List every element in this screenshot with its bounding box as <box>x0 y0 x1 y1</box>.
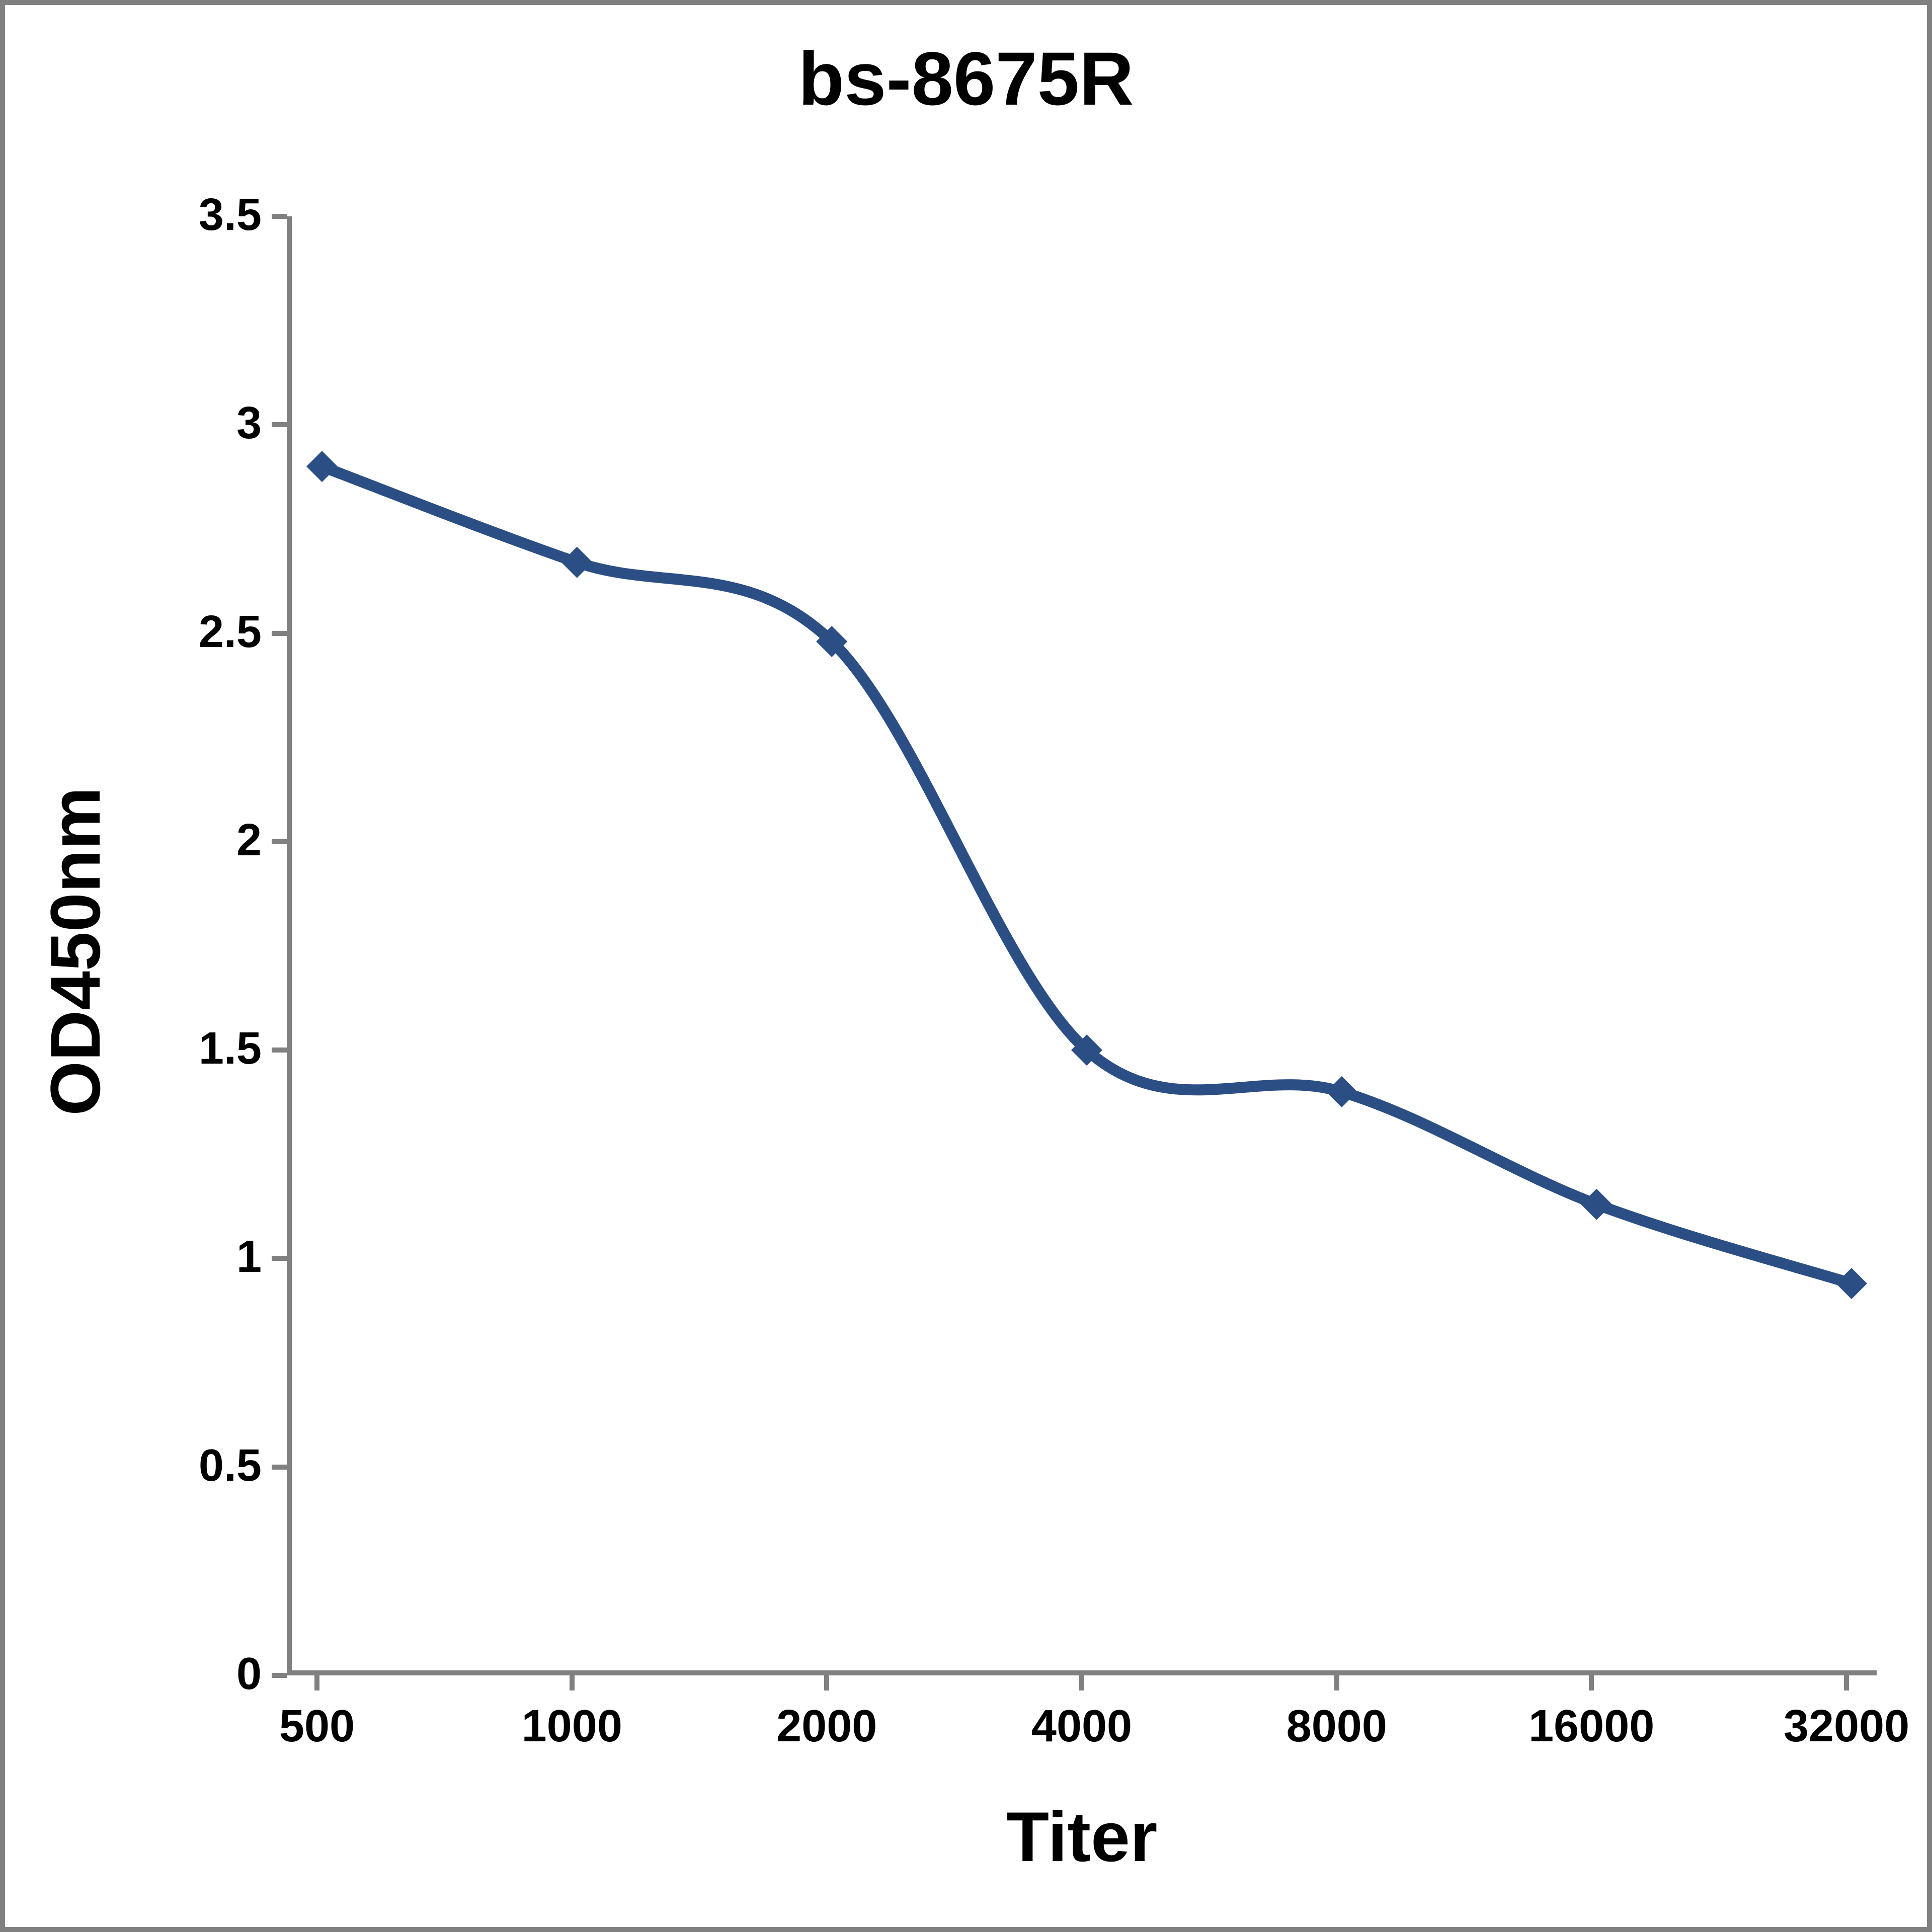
y-tick-label: 0.5 <box>151 1440 262 1492</box>
x-tick-mark <box>824 1675 829 1691</box>
y-tick-label: 2 <box>151 815 262 866</box>
chart-frame: bs-8675R OD450nm Titer 0 0.5 1 1.5 2 2.5 3 3.5 5… <box>0 0 1932 1932</box>
x-tick-label: 16000 <box>1491 1701 1692 1752</box>
y-tick-mark <box>272 1048 287 1053</box>
y-tick-label: 0 <box>151 1648 262 1700</box>
x-tick-label: 500 <box>216 1701 418 1752</box>
series-marker <box>1836 1268 1867 1299</box>
y-tick-mark <box>272 214 287 219</box>
x-tick-label: 4000 <box>981 1701 1182 1752</box>
series-marker <box>561 547 593 578</box>
chart-title: bs-8675R <box>5 35 1927 122</box>
y-tick-label: 1 <box>151 1231 262 1283</box>
y-tick-mark <box>272 1673 287 1678</box>
x-tick-label: 2000 <box>726 1701 927 1752</box>
y-tick-label: 1.5 <box>151 1023 262 1075</box>
x-tick-label: 32000 <box>1746 1701 1932 1752</box>
x-tick-label: 8000 <box>1236 1701 1437 1752</box>
x-tick-mark <box>570 1675 575 1691</box>
x-tick-mark <box>1334 1675 1339 1691</box>
x-tick-mark <box>314 1675 319 1691</box>
series-svg <box>292 216 1882 1675</box>
x-tick-mark <box>1844 1675 1849 1691</box>
series-marker <box>306 451 338 482</box>
y-tick-label: 3.5 <box>151 189 262 241</box>
y-tick-mark <box>272 1465 287 1470</box>
x-tick-label: 1000 <box>471 1701 673 1752</box>
y-tick-mark <box>272 839 287 844</box>
y-tick-label: 3 <box>151 397 262 449</box>
y-tick-label: 2.5 <box>151 606 262 658</box>
plot-area <box>287 216 1877 1675</box>
series-line <box>322 466 1852 1283</box>
y-tick-mark <box>272 1256 287 1261</box>
series-marker <box>1326 1076 1357 1107</box>
y-tick-mark <box>272 422 287 427</box>
y-axis-label: OD450nm <box>35 222 116 1681</box>
series-marker <box>1581 1189 1612 1220</box>
y-tick-mark <box>272 631 287 636</box>
x-tick-mark <box>1589 1675 1594 1691</box>
x-axis-label: Titer <box>287 1796 1877 1878</box>
x-tick-mark <box>1079 1675 1084 1691</box>
